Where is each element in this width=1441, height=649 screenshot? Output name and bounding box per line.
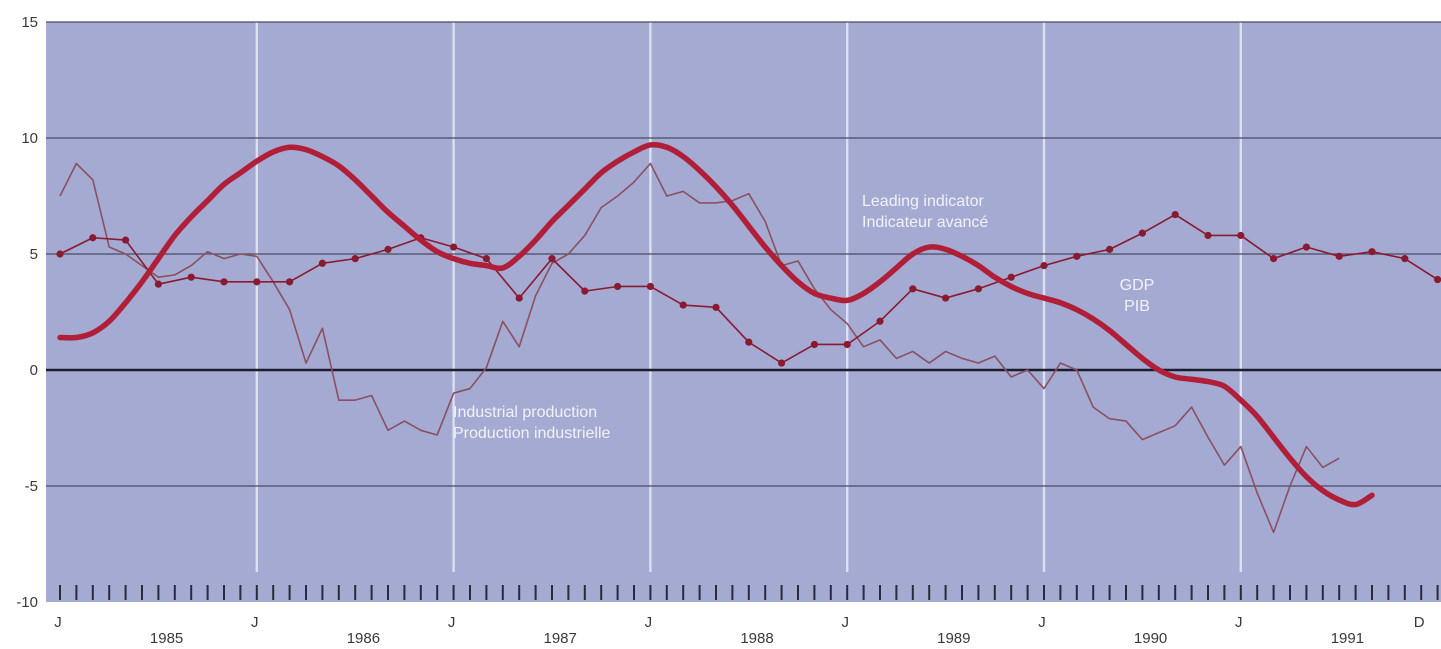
gdp-point <box>318 259 326 267</box>
gdp-point <box>1138 229 1146 237</box>
gdp-point <box>286 278 294 286</box>
series-annotation-leading: Indicateur avancé <box>862 214 988 231</box>
gdp-point <box>942 294 950 302</box>
gdp-point <box>843 340 851 349</box>
gdp-point <box>646 282 655 291</box>
gdp-point <box>351 255 359 263</box>
x-tick-letter: J <box>251 614 259 631</box>
x-tick-letter: J <box>1235 614 1243 631</box>
gdp-point <box>154 280 162 288</box>
year-label: 1990 <box>1134 630 1167 647</box>
gdp-point <box>1401 255 1409 263</box>
gdp-point <box>1434 275 1441 284</box>
gdp-point <box>1335 252 1343 260</box>
leading-indicator-series <box>57 141 1375 508</box>
series-annotations: Leading indicator Indicateur avancé GDP PIB… <box>453 193 1154 442</box>
gdp-point <box>1237 231 1245 240</box>
gdp-point <box>450 243 458 251</box>
gdp-point <box>581 287 589 295</box>
gdp-point <box>1007 273 1015 281</box>
gdp-point <box>515 294 523 302</box>
gdp-point <box>909 285 917 293</box>
gdp-point <box>253 278 261 286</box>
gdp-point <box>1106 245 1114 253</box>
gdp-point <box>187 273 195 281</box>
y-tick-label: 0 <box>30 362 38 379</box>
x-tick-letter: D <box>1414 614 1425 631</box>
gdp-point <box>876 317 884 325</box>
series-annotation-industrial: Production industrielle <box>453 425 611 442</box>
gdp-point <box>220 278 228 286</box>
x-tick-letter: J <box>645 614 653 631</box>
minor-ticks <box>59 585 1439 600</box>
year-label: 1988 <box>740 630 773 647</box>
gdp-series <box>56 210 1441 367</box>
gdp-point <box>56 250 64 258</box>
gdp-point <box>89 234 97 242</box>
gdp-point <box>548 255 556 263</box>
x-axis-labels: J J J J J J J D 1985 1986 1987 1988 1989 1990 1991 <box>54 614 1425 647</box>
year-label: 1985 <box>150 630 183 647</box>
y-tick-label: 15 <box>21 14 38 31</box>
y-axis-labels: 15 10 5 0 -5 -10 <box>16 14 38 611</box>
y-tick-label: -5 <box>25 478 38 495</box>
gdp-point <box>122 236 130 244</box>
y-tick-label: -10 <box>16 594 38 611</box>
gdp-point <box>1204 231 1212 240</box>
gdp-point <box>1040 262 1048 270</box>
year-label: 1986 <box>347 630 380 647</box>
gdp-point <box>1270 255 1278 263</box>
gdp-point <box>745 338 753 346</box>
series-annotation-gdp: GDP <box>1120 277 1155 294</box>
gdp-point <box>1073 252 1081 260</box>
major-gridlines <box>46 21 1441 487</box>
leading-indicator-line <box>57 141 1375 508</box>
gdp-point <box>679 301 687 309</box>
x-tick-letter: J <box>54 614 62 631</box>
year-label: 1987 <box>544 630 577 647</box>
y-tick-label: 10 <box>21 130 38 147</box>
plot-background <box>46 22 1441 602</box>
series-annotation-industrial: Industrial production <box>453 404 597 421</box>
gdp-point <box>1171 210 1179 219</box>
gdp-point <box>482 255 490 263</box>
gdp-point <box>712 303 720 311</box>
gdp-point <box>1302 243 1310 251</box>
gdp-point <box>778 359 786 367</box>
gdp-point <box>1368 248 1376 256</box>
year-label: 1991 <box>1331 630 1364 647</box>
gdp-point <box>614 282 622 291</box>
gdp-point <box>974 285 983 293</box>
x-tick-letter: J <box>1038 614 1046 631</box>
x-tick-letter: J <box>448 614 456 631</box>
x-tick-letter: J <box>841 614 849 631</box>
series-annotation-gdp: PIB <box>1124 298 1150 315</box>
series-annotation-leading: Leading indicator <box>862 193 985 210</box>
y-tick-label: 5 <box>30 246 38 263</box>
gdp-point <box>384 245 392 253</box>
year-label: 1989 <box>937 630 970 647</box>
gdp-point <box>810 340 819 349</box>
